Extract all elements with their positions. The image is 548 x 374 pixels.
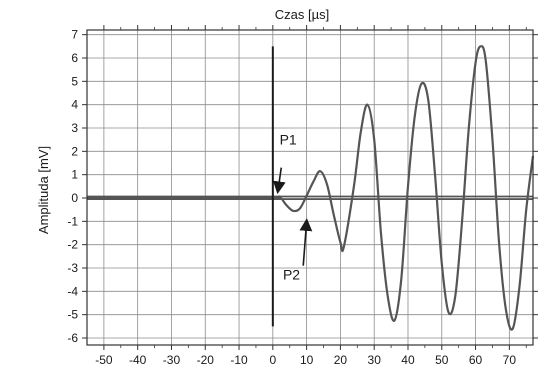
x-tick-label: 60 [469,353,483,367]
x-tick-label: 20 [334,353,348,367]
y-tick-label: -5 [67,308,78,322]
annotation-label-p2: P2 [283,267,300,283]
y-tick-label: 6 [71,51,78,65]
y-tick-label: -4 [67,284,78,298]
y-tick-label: -6 [67,331,78,345]
y-tick-label: 2 [71,144,78,158]
y-tick-label: 1 [71,168,78,182]
annotation-label-p1: P1 [280,131,297,147]
annotation-arrow-p2 [299,218,313,266]
chart-title: Czas [µs] [275,7,329,22]
plot-frame [86,29,534,346]
x-tick-label: -30 [163,353,181,367]
x-tick-label: -20 [197,353,215,367]
x-tick-label: -40 [129,353,147,367]
ticks: -50 -40 -30 -20 -10 0 10 20 30 40 50 60 70-6-5-4-3-2… [67,25,538,367]
y-axis-label: Amplituda [mV] [36,146,51,234]
y-tick-label: 5 [71,74,78,88]
y-tick-label: 7 [71,28,78,42]
x-tick-label: 10 [300,353,314,367]
x-tick-label: -50 [95,353,113,367]
series [86,45,535,331]
x-tick-label: -10 [230,353,248,367]
y-tick-label: -3 [67,261,78,275]
x-tick-label: 30 [368,353,382,367]
x-tick-label: 70 [503,353,517,367]
x-tick-label: 0 [269,353,276,367]
series-line [86,45,535,331]
y-tick-label: -1 [67,214,78,228]
y-tick-label: -2 [67,238,78,252]
y-tick-label: 4 [71,98,78,112]
plot-border [86,29,534,346]
y-tick-label: 3 [71,121,78,135]
annotation-arrow-p1 [272,167,286,195]
x-tick-label: 40 [401,353,415,367]
y-tick-label: 0 [71,191,78,205]
annotations: P1 P2 [272,131,313,283]
x-tick-label: 50 [435,353,449,367]
baseline-band [87,195,533,200]
